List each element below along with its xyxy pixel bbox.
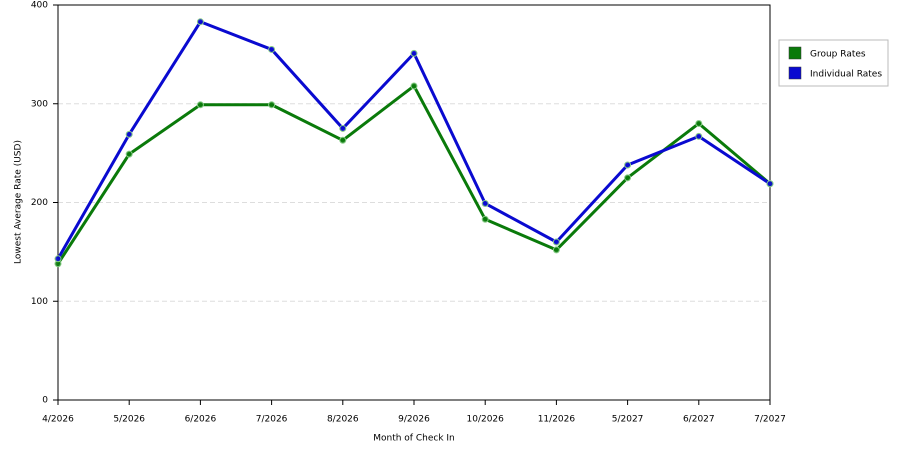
data-point: [624, 174, 632, 182]
y-tick-label: 0: [42, 396, 48, 406]
x-tick-label: 10/2026: [467, 415, 505, 425]
data-point: [766, 180, 774, 188]
data-point: [339, 124, 347, 132]
legend-swatch: [788, 46, 802, 60]
data-point: [695, 120, 703, 127]
y-axis-label: Lowest Average Rate (USD): [14, 140, 24, 264]
data-point: [268, 101, 276, 109]
y-tick-label: 300: [31, 99, 48, 109]
data-point: [125, 130, 133, 138]
x-tick-label: 6/2027: [683, 415, 715, 425]
data-point: [624, 161, 632, 169]
data-point: [410, 49, 418, 57]
y-tick-label: 400: [31, 1, 48, 11]
data-point: [54, 255, 62, 263]
data-point: [410, 82, 418, 90]
y-tick-label: 100: [31, 297, 48, 307]
x-tick-label: 11/2026: [538, 415, 576, 425]
x-tick-label: 7/2026: [256, 415, 288, 425]
data-point: [695, 132, 703, 140]
x-tick-label: 8/2026: [327, 415, 359, 425]
x-tick-label: 9/2026: [398, 415, 430, 425]
data-point: [196, 18, 204, 26]
legend-label: Group Rates: [810, 50, 866, 60]
x-axis-label: Month of Check In: [373, 434, 455, 444]
legend-label: Individual Rates: [810, 70, 882, 80]
legend-swatch: [788, 66, 802, 80]
data-point: [196, 101, 204, 109]
x-tick-label: 7/2027: [754, 415, 786, 425]
data-point: [552, 238, 560, 246]
data-point: [125, 150, 133, 158]
x-tick-label: 6/2026: [185, 415, 217, 425]
x-tick-label: 4/2026: [42, 415, 74, 425]
x-tick-label: 5/2026: [113, 415, 145, 425]
data-point: [268, 45, 276, 53]
data-point: [339, 136, 347, 144]
y-tick-label: 200: [31, 198, 48, 208]
x-tick-label: 5/2027: [612, 415, 644, 425]
data-point: [481, 199, 489, 207]
data-point: [552, 246, 560, 254]
data-point: [481, 215, 489, 223]
